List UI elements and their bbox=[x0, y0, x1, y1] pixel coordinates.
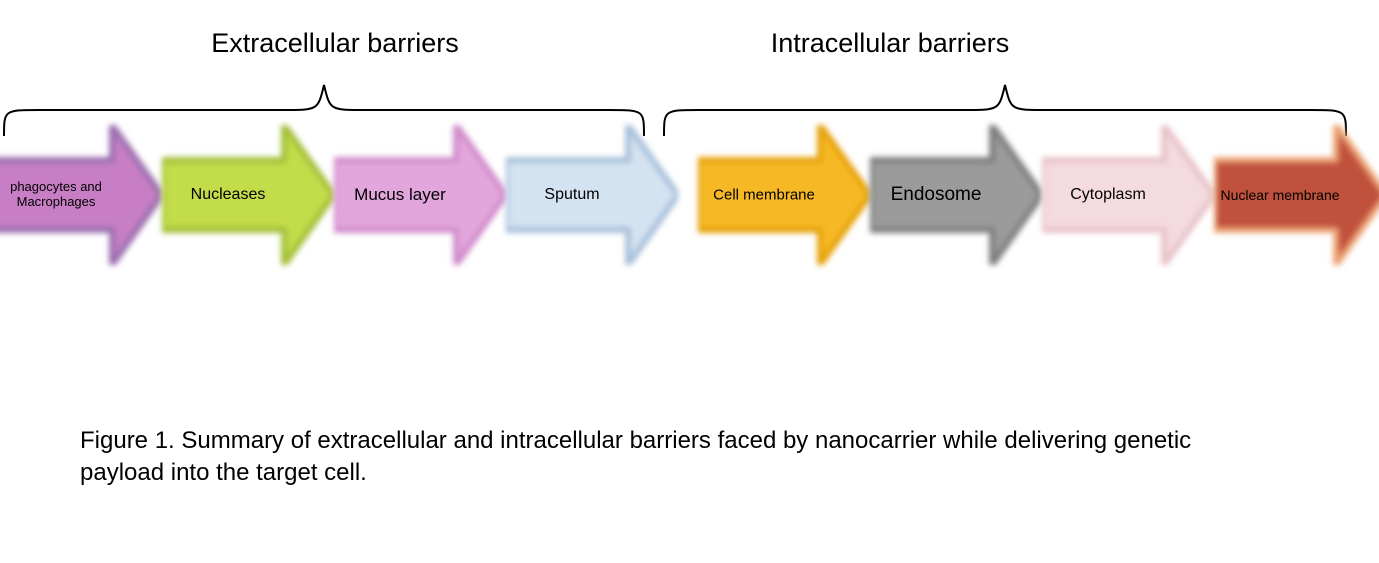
flow-arrow-0: phagocytes and Macrophages bbox=[0, 125, 162, 265]
flow-arrow-6: Cytoplasm bbox=[1042, 125, 1214, 265]
flow-arrow-4: Cell membrane bbox=[698, 125, 870, 265]
arrow-label: Nucleases bbox=[168, 186, 288, 204]
arrow-label: Sputum bbox=[512, 186, 632, 204]
group-label-1: Intracellular barriers bbox=[740, 28, 1040, 59]
flow-arrow-7: Nuclear membrane bbox=[1214, 125, 1379, 265]
arrow-label: Mucus layer bbox=[340, 185, 460, 205]
flow-arrow-5: Endosome bbox=[870, 125, 1042, 265]
arrow-label: Endosome bbox=[876, 184, 996, 206]
arrow-label: Nuclear membrane bbox=[1220, 187, 1340, 203]
flow-arrow-2: Mucus layer bbox=[334, 125, 506, 265]
flow-arrow-3: Sputum bbox=[506, 125, 678, 265]
arrow-label: Cell membrane bbox=[704, 186, 824, 203]
flow-arrow-1: Nucleases bbox=[162, 125, 334, 265]
figure-caption: Figure 1. Summary of extracellular and i… bbox=[80, 425, 1280, 490]
group-label-0: Extracellular barriers bbox=[185, 28, 485, 59]
arrow-label: phagocytes and Macrophages bbox=[0, 180, 116, 210]
arrow-label: Cytoplasm bbox=[1048, 186, 1168, 204]
